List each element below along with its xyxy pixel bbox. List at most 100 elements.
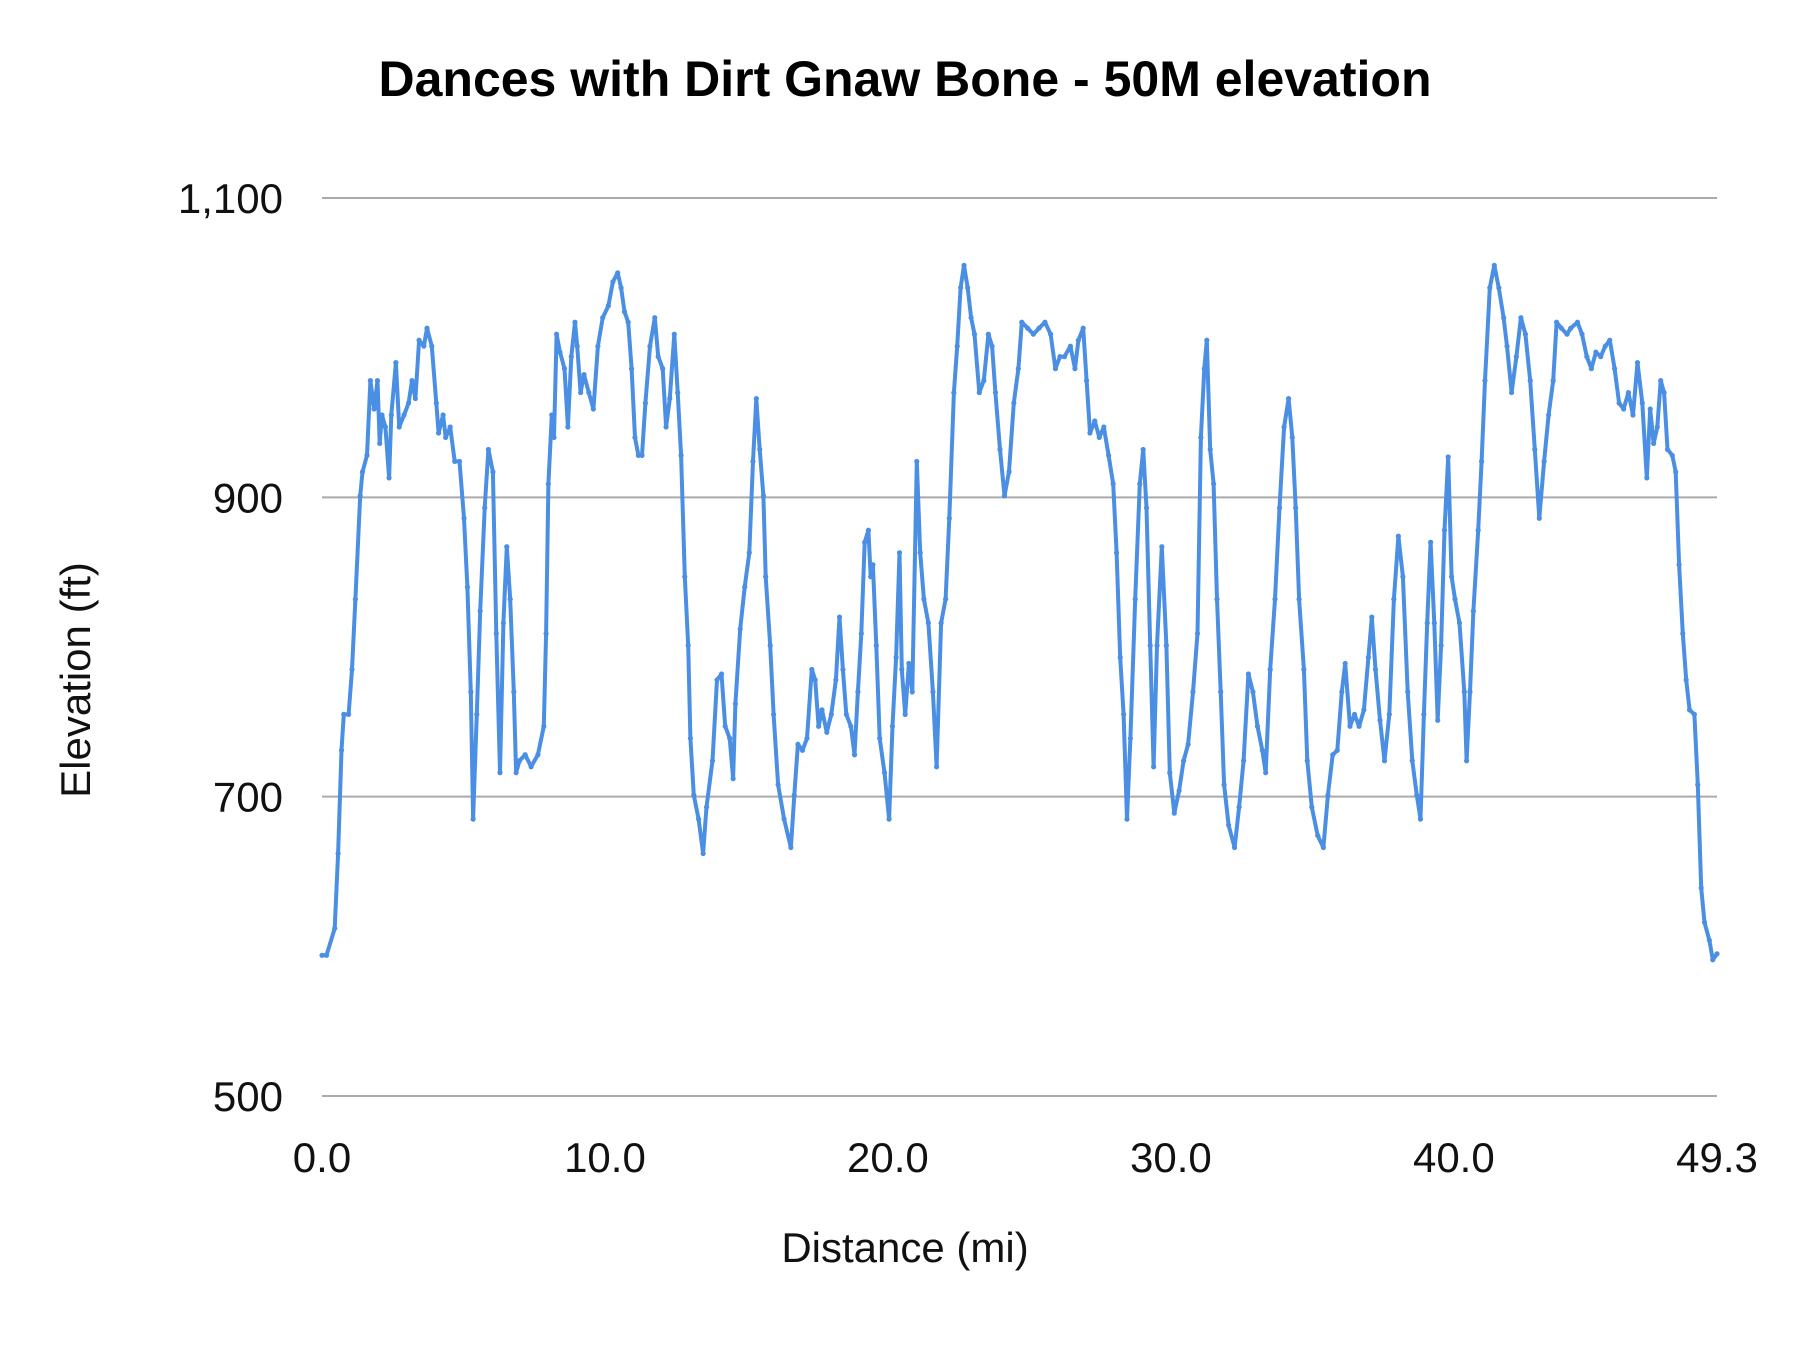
data-point xyxy=(1513,354,1519,360)
data-point xyxy=(954,343,960,349)
data-point xyxy=(1365,654,1371,661)
data-point xyxy=(732,701,739,707)
data-point xyxy=(1281,424,1287,430)
data-point xyxy=(1686,707,1693,713)
data-point xyxy=(345,711,352,717)
data-point xyxy=(1482,377,1488,384)
elevation-series xyxy=(319,262,1720,963)
data-point xyxy=(1226,822,1232,828)
data-point xyxy=(319,952,325,958)
data-point xyxy=(374,377,381,384)
data-point xyxy=(933,764,940,770)
data-point xyxy=(1661,389,1667,396)
data-point xyxy=(899,666,905,673)
data-point xyxy=(1171,810,1177,816)
data-point xyxy=(1445,454,1451,460)
data-point xyxy=(714,677,720,683)
data-point xyxy=(1478,458,1485,465)
data-point xyxy=(561,366,568,372)
data-point xyxy=(930,689,936,695)
data-point xyxy=(1658,377,1664,384)
gridlines xyxy=(322,197,1717,1097)
data-point xyxy=(421,343,427,349)
data-point xyxy=(516,758,523,764)
data-point xyxy=(865,527,871,533)
data-point xyxy=(1691,711,1697,717)
data-point xyxy=(1263,770,1269,776)
data-point xyxy=(896,550,903,556)
data-point xyxy=(1588,366,1594,372)
data-point xyxy=(1087,430,1093,436)
x-tick-label: 49.3 xyxy=(1676,1134,1758,1181)
data-point xyxy=(938,620,944,626)
data-point xyxy=(605,303,611,309)
data-point xyxy=(1361,707,1367,713)
data-point xyxy=(804,735,810,741)
data-point xyxy=(889,723,896,729)
data-point xyxy=(1254,723,1261,729)
data-point xyxy=(1276,505,1283,511)
data-point xyxy=(730,776,736,782)
data-point xyxy=(1428,539,1434,545)
data-point xyxy=(618,285,624,291)
data-point xyxy=(635,452,641,459)
data-point xyxy=(946,515,952,521)
data-point xyxy=(1207,446,1213,453)
data-point xyxy=(1285,395,1292,402)
data-point xyxy=(877,735,883,741)
data-point xyxy=(1414,792,1420,798)
data-point xyxy=(1579,331,1585,337)
x-tick-label: 0.0 xyxy=(293,1134,351,1181)
data-point xyxy=(557,349,563,355)
data-point xyxy=(628,366,635,372)
data-point xyxy=(1042,319,1048,325)
data-point xyxy=(1096,434,1102,441)
elevation-line xyxy=(322,263,1719,962)
data-point xyxy=(870,562,876,568)
data-point xyxy=(1052,366,1059,372)
data-point xyxy=(443,434,449,441)
data-point xyxy=(1176,788,1182,794)
data-point xyxy=(639,452,645,459)
data-point xyxy=(1143,505,1150,511)
data-point xyxy=(961,262,967,268)
data-point xyxy=(500,620,506,626)
data-point xyxy=(396,424,402,430)
data-point xyxy=(1654,424,1660,430)
data-point xyxy=(367,377,373,384)
data-point xyxy=(357,493,363,499)
data-point xyxy=(477,608,483,614)
data-point xyxy=(1527,377,1533,384)
data-point xyxy=(917,550,923,556)
x-axis-ticks: 0.0 10.0 20.0 30.0 40.0 49.3 xyxy=(293,1134,1758,1181)
data-point xyxy=(1185,741,1191,747)
data-point xyxy=(1067,343,1074,349)
data-point xyxy=(687,735,694,741)
data-point xyxy=(1092,418,1098,424)
data-point xyxy=(461,515,467,521)
data-point xyxy=(485,446,491,453)
data-point xyxy=(848,723,854,729)
data-point xyxy=(1546,412,1552,418)
data-point xyxy=(722,723,728,729)
data-point xyxy=(1137,481,1143,487)
data-point xyxy=(1117,654,1123,661)
data-point xyxy=(746,550,752,556)
data-point xyxy=(1470,608,1476,614)
data-point xyxy=(1259,747,1265,753)
data-point xyxy=(1448,574,1455,580)
data-point xyxy=(1409,758,1415,764)
data-point xyxy=(535,752,541,758)
data-point xyxy=(1334,747,1340,753)
data-point xyxy=(1710,957,1716,963)
data-point xyxy=(902,711,908,717)
data-point xyxy=(1339,689,1345,695)
data-point xyxy=(809,666,815,673)
data-point xyxy=(405,400,412,406)
data-point xyxy=(1664,446,1671,453)
data-point xyxy=(1607,337,1613,343)
data-point xyxy=(440,412,446,418)
data-point xyxy=(997,446,1003,453)
data-point xyxy=(586,389,592,396)
data-point xyxy=(1181,758,1187,764)
